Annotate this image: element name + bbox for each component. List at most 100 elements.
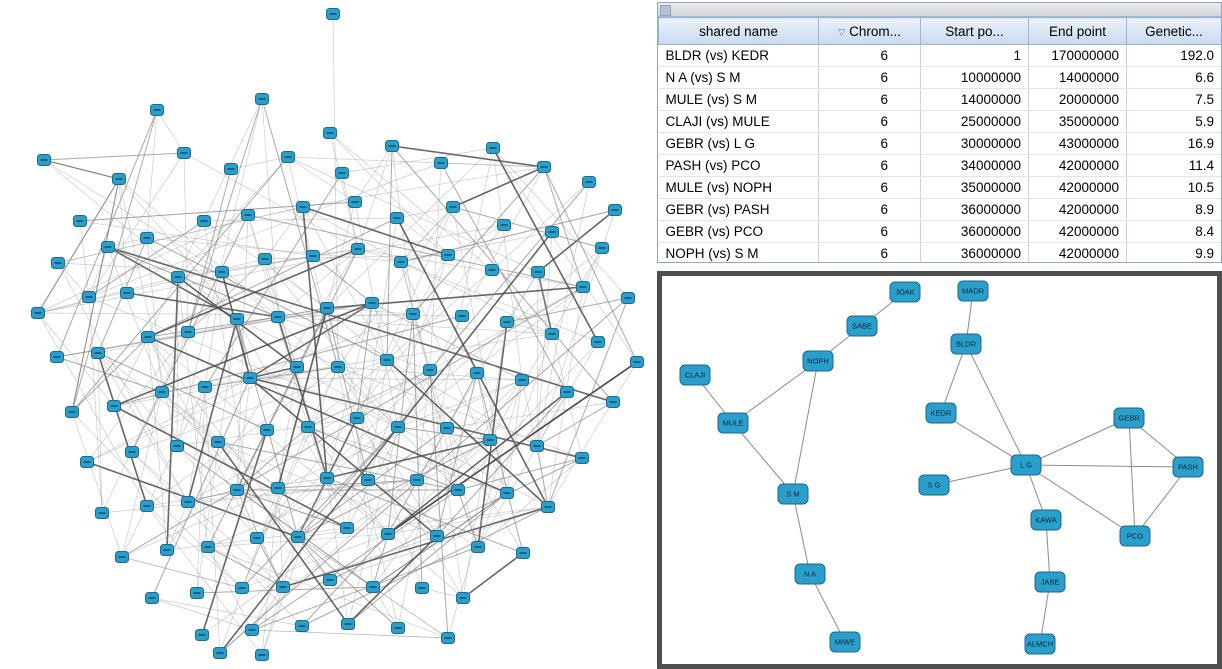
node[interactable] [82,291,96,303]
edge[interactable] [56,109,158,358]
node-GEBR[interactable]: GEBR [1113,407,1145,429]
edge[interactable] [582,247,603,288]
edge[interactable] [146,237,388,361]
edge[interactable] [277,248,359,318]
node-KEDR[interactable]: KEDR [925,402,957,424]
edge-LG-PCO[interactable] [1025,464,1136,537]
full-network-view[interactable] [0,0,656,669]
edge[interactable] [37,312,463,317]
filtered-network-canvas[interactable]: JOAK SABE NOPH CLAJI MULE S M N A MIWE MADR BLDR K… [662,276,1217,664]
node[interactable] [423,364,437,376]
edge[interactable] [118,178,128,294]
edge[interactable] [400,206,454,263]
edge[interactable] [261,536,299,656]
edge[interactable] [492,147,638,363]
node[interactable] [195,629,209,641]
edge[interactable] [302,206,459,491]
edge[interactable] [207,546,253,631]
node[interactable] [271,311,285,323]
edge[interactable] [183,152,189,333]
node-KAWA[interactable]: KAWA [1030,509,1062,531]
node[interactable] [120,287,134,299]
edge[interactable] [446,401,614,429]
edge[interactable] [151,597,253,631]
node[interactable] [323,574,337,586]
node[interactable] [516,547,530,559]
edge-MULE-SM[interactable] [732,422,794,495]
node[interactable] [215,266,229,278]
edge[interactable] [429,162,442,371]
node[interactable] [485,264,499,276]
node[interactable] [630,356,644,368]
edge[interactable] [329,506,549,581]
edge[interactable] [177,276,209,548]
edge[interactable] [356,417,464,599]
edge[interactable] [452,206,508,494]
node[interactable] [230,484,244,496]
edge[interactable] [302,206,402,263]
node[interactable] [515,374,529,386]
node[interactable] [141,331,155,343]
edge[interactable] [147,316,279,338]
edge[interactable] [79,220,314,257]
node-SM[interactable]: S M [777,483,809,505]
node[interactable] [470,367,484,379]
edge[interactable] [332,13,339,368]
column-header-start-po[interactable]: Start po... [920,17,1029,45]
node[interactable] [211,436,225,448]
node[interactable] [541,501,555,513]
edge[interactable] [436,372,478,537]
edge[interactable] [247,214,584,288]
edge[interactable] [354,145,393,203]
edge[interactable] [397,147,494,629]
node[interactable] [606,396,620,408]
node-PASH[interactable]: PASH [1172,456,1204,478]
edge[interactable] [147,336,508,494]
edge[interactable] [372,586,399,629]
edge[interactable] [249,377,438,537]
edge[interactable] [151,377,251,599]
edge[interactable] [301,506,549,627]
edge[interactable] [287,156,539,273]
edge[interactable] [347,535,438,625]
node-NOPH[interactable]: NOPH [802,350,834,372]
edge[interactable] [113,405,348,529]
edge[interactable] [88,296,103,514]
edge[interactable] [326,307,369,481]
edge[interactable] [121,379,523,558]
edge[interactable] [43,152,185,161]
edge[interactable] [329,457,583,581]
node-MADR[interactable]: MADR [957,280,989,302]
edge[interactable] [146,366,339,507]
edge[interactable] [387,439,491,535]
edge[interactable] [536,181,590,447]
edge[interactable] [356,417,374,588]
edge[interactable] [491,181,590,271]
node[interactable] [260,424,274,436]
edge[interactable] [241,426,309,589]
node-LG[interactable]: L G [1010,454,1042,476]
node[interactable] [258,253,272,265]
node[interactable] [500,487,514,499]
table-row[interactable]: CLAJI (vs) MULE 6 25000000 35000000 5.9 [658,110,1221,133]
node[interactable] [181,326,195,338]
edge-LG-GEBR[interactable] [1025,417,1130,466]
edge[interactable] [86,366,298,463]
edge[interactable] [256,477,328,539]
node-CLAJI[interactable]: CLAJI [679,364,711,386]
edge[interactable] [440,162,545,168]
edge-NOPH-MULE[interactable] [732,360,819,424]
edge-LG-PASH[interactable] [1025,464,1189,468]
node[interactable] [434,157,448,169]
node[interactable] [451,484,465,496]
edge[interactable] [386,254,449,361]
edge[interactable] [372,379,523,588]
edge[interactable] [329,132,493,271]
edge[interactable] [356,302,373,419]
edge[interactable] [277,307,328,489]
edge[interactable] [79,220,90,298]
edge[interactable] [71,109,158,413]
node[interactable] [415,582,429,594]
node[interactable] [306,250,320,262]
edge[interactable] [264,254,449,260]
